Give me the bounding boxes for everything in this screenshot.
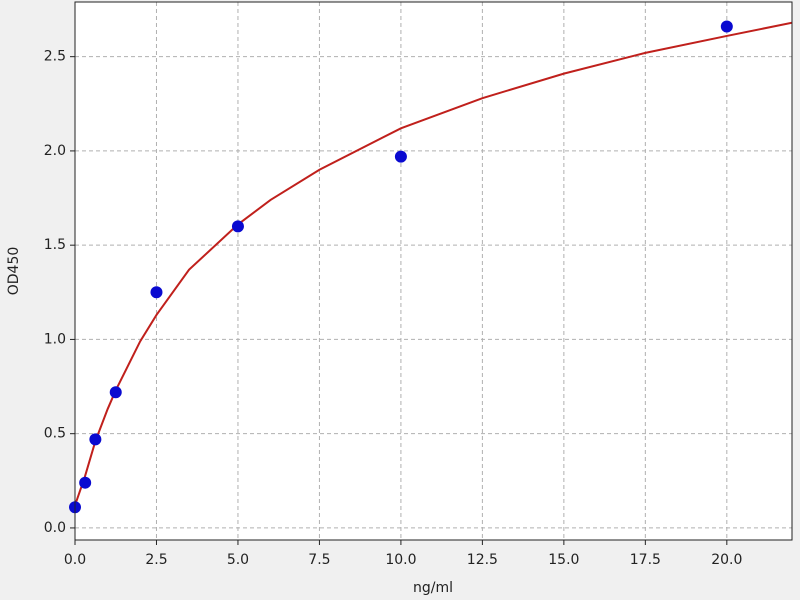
x-tick-label: 5.0	[227, 552, 249, 568]
y-axis-label: OD450	[6, 247, 22, 296]
x-tick-label: 15.0	[548, 552, 579, 568]
x-tick-label: 17.5	[630, 552, 661, 568]
y-tick-label: 0.5	[44, 426, 66, 442]
x-tick-label: 12.5	[467, 552, 498, 568]
plot-frame	[74, 1, 793, 541]
x-tick-label: 20.0	[711, 552, 742, 568]
y-tick-label: 1.5	[44, 237, 66, 253]
y-tick-label: 2.5	[44, 49, 66, 65]
x-tick-label: 2.5	[145, 552, 167, 568]
x-tick-label: 7.5	[308, 552, 330, 568]
data-point	[79, 476, 92, 489]
data-point	[394, 150, 407, 163]
data-point	[231, 220, 244, 233]
data-point	[109, 386, 122, 399]
x-tick-label: 0.0	[64, 552, 86, 568]
y-tick-label: 1.0	[44, 331, 66, 347]
data-point	[89, 433, 102, 446]
plot-area	[75, 2, 792, 540]
y-tick-label: 2.0	[44, 143, 66, 159]
x-axis-label: ng/ml	[413, 580, 453, 596]
data-point	[150, 286, 163, 299]
y-tick-label: 0.0	[44, 520, 66, 536]
data-point	[720, 20, 733, 33]
x-tick-label: 10.0	[385, 552, 416, 568]
